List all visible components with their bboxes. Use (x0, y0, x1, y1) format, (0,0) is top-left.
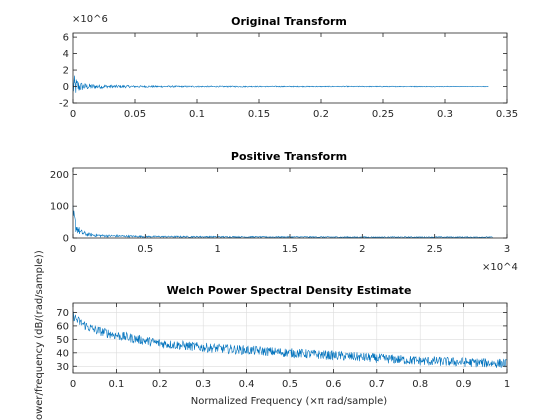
y-tick-label: 30 (56, 362, 69, 373)
panel-welch-psd: Welch Power Spectral Density Estimate 0 0… (34, 250, 510, 420)
x-tick-label: 0.35 (496, 109, 518, 120)
chart-title: Original Transform (231, 15, 347, 28)
x-tick-label: 2 (359, 244, 365, 255)
x-tick-label: 0.5 (137, 244, 153, 255)
y-tick-label: 0 (63, 82, 69, 93)
plot-frame (72, 167, 508, 239)
y-axis-label: Power/frequency (dB/(rad/sample)) (34, 250, 45, 420)
x-tick-label: 0 (70, 109, 76, 120)
x-tick-label: 0.25 (372, 109, 394, 120)
plot-frame (72, 32, 508, 104)
x-tick-label: 0 (70, 379, 76, 390)
y-tick-label: 50 (56, 335, 69, 346)
panel-original-transform: Original Transform ×10^6 0 0.05 0.1 0.15 0.2… (59, 14, 518, 120)
x-tick-label: 0.05 (124, 109, 146, 120)
y-tick-label: 0 (63, 234, 69, 245)
panel-positive-transform: Positive Transform ×10^4 0 0.5 1 1.5 2 2.5 3 0 1… (50, 150, 518, 273)
x-tick-label: 0.1 (189, 109, 205, 120)
x-tick-label: 0.7 (369, 379, 385, 390)
series-line (72, 311, 508, 368)
x-tick-label: 0.2 (152, 379, 168, 390)
x-tick-label: 0.8 (412, 379, 428, 390)
x-tick-label: 3 (504, 244, 510, 255)
exponent-label: ×10^6 (72, 14, 108, 25)
y-tick-label: 4 (63, 49, 69, 60)
y-tick-label: -2 (59, 99, 69, 110)
x-tick-label: 0.3 (195, 379, 211, 390)
x-tick-label: 1 (504, 379, 510, 390)
x-tick-label: 0.15 (248, 109, 270, 120)
x-tick-label: 0.2 (313, 109, 329, 120)
chart-title: Positive Transform (231, 150, 347, 163)
x-tick-label: 2.5 (427, 244, 443, 255)
chart-title: Welch Power Spectral Density Estimate (167, 284, 412, 297)
y-tick-label: 70 (56, 308, 69, 319)
x-tick-label: 0.3 (437, 109, 453, 120)
y-tick-label: 60 (56, 321, 69, 332)
x-tick-label: 0 (70, 244, 76, 255)
series-line (72, 75, 489, 93)
y-tick-label: 40 (56, 348, 69, 359)
exponent-label: ×10^4 (482, 262, 518, 273)
y-tick-label: 200 (50, 170, 69, 181)
x-tick-label: 1 (214, 244, 220, 255)
x-tick-label: 0.5 (282, 379, 298, 390)
x-axis-label: Normalized Frequency (×π rad/sample) (191, 396, 388, 407)
x-tick-label: 0.4 (239, 379, 255, 390)
x-tick-label: 1.5 (282, 244, 298, 255)
x-tick-label: 0.9 (456, 379, 472, 390)
series-line (72, 205, 493, 239)
y-tick-label: 6 (63, 33, 69, 44)
x-tick-label: 0.6 (325, 379, 341, 390)
x-tick-label: 0.1 (108, 379, 124, 390)
y-tick-label: 2 (63, 66, 69, 77)
y-tick-label: 100 (50, 202, 69, 213)
